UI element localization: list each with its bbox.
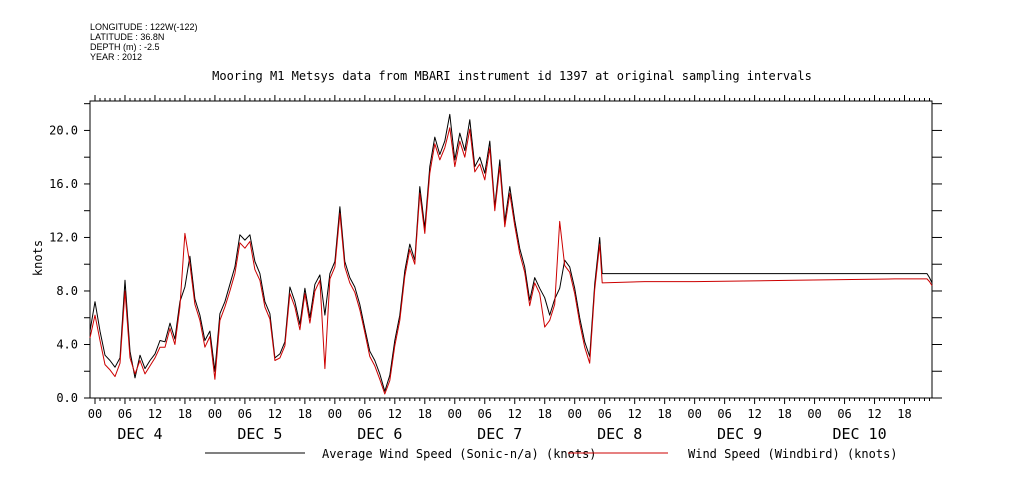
- x-tick-label: 12: [867, 407, 881, 421]
- x-tick-label: 12: [388, 407, 402, 421]
- y-tick-label: 20.0: [49, 123, 78, 137]
- x-tick-label: 00: [567, 407, 581, 421]
- legend-label-windbird: Wind Speed (Windbird) (knots): [688, 447, 898, 461]
- day-label: DEC 4: [117, 425, 162, 443]
- y-tick-label: 0.0: [56, 391, 78, 405]
- x-tick-label: 06: [358, 407, 372, 421]
- day-label: DEC 9: [717, 425, 762, 443]
- x-tick-labels: 00 06 12 18 00 06 12 18 00 06 12 18 00 06 12 18 00 06 12 18…: [88, 407, 912, 421]
- series-line-average-wind: [89, 113, 933, 392]
- day-label: DEC 10: [832, 425, 886, 443]
- x-tick-label: 12: [148, 407, 162, 421]
- x-tick-label: 12: [268, 407, 282, 421]
- day-labels: DEC 4 DEC 5 DEC 6 DEC 7 DEC 8 DEC 9 DEC 10: [117, 425, 886, 443]
- x-tick-label: 00: [807, 407, 821, 421]
- x-tick-label: 06: [238, 407, 252, 421]
- x-tick-label: 06: [118, 407, 132, 421]
- depth-label: DEPTH (m) : -2.5: [90, 42, 160, 52]
- x-tick-label: 06: [717, 407, 731, 421]
- y-tick-label: 8.0: [56, 284, 78, 298]
- day-label: DEC 7: [477, 425, 522, 443]
- x-tick-label: 06: [837, 407, 851, 421]
- y-tick-label: 16.0: [49, 177, 78, 191]
- x-tick-label: 18: [298, 407, 312, 421]
- day-label: DEC 6: [357, 425, 402, 443]
- series-line-windbird: [89, 127, 933, 395]
- x-tick-label: 00: [448, 407, 462, 421]
- plot-frame: [89, 100, 933, 399]
- x-tick-label: 00: [88, 407, 102, 421]
- x-tick-label: 00: [328, 407, 342, 421]
- chart-title: Mooring M1 Metsys data from MBARI instru…: [212, 69, 812, 83]
- y-tick-labels: 0.0 4.0 8.0 12.0 16.0 20.0: [49, 123, 78, 405]
- x-tick-label: 18: [657, 407, 671, 421]
- y-tick-label: 12.0: [49, 230, 78, 244]
- x-tick-label: 12: [747, 407, 761, 421]
- series-lines: [89, 113, 933, 395]
- axis-ticks: [84, 95, 942, 404]
- y-tick-label: 4.0: [56, 337, 78, 351]
- legend: Average Wind Speed (Sonic-n/a) (knots) W…: [205, 447, 898, 461]
- x-tick-label: 00: [208, 407, 222, 421]
- x-tick-label: 18: [538, 407, 552, 421]
- day-label: DEC 5: [237, 425, 282, 443]
- x-tick-label: 18: [777, 407, 791, 421]
- year-label: YEAR : 2012: [90, 52, 143, 62]
- x-tick-label: 18: [178, 407, 192, 421]
- x-tick-label: 12: [508, 407, 522, 421]
- x-tick-label: 00: [687, 407, 701, 421]
- latitude-label: LATITUDE : 36.8N: [90, 32, 165, 42]
- station-metadata: LONGITUDE : 122W(-122) LATITUDE : 36.8N …: [90, 22, 198, 62]
- x-tick-label: 18: [897, 407, 911, 421]
- longitude-label: LONGITUDE : 122W(-122): [90, 22, 198, 32]
- day-label: DEC 8: [597, 425, 642, 443]
- x-tick-label: 06: [478, 407, 492, 421]
- y-axis-label: knots: [31, 240, 45, 276]
- legend-label-average-wind: Average Wind Speed (Sonic-n/a) (knots): [322, 447, 597, 461]
- x-tick-label: 12: [627, 407, 641, 421]
- x-tick-label: 06: [597, 407, 611, 421]
- x-tick-label: 18: [418, 407, 432, 421]
